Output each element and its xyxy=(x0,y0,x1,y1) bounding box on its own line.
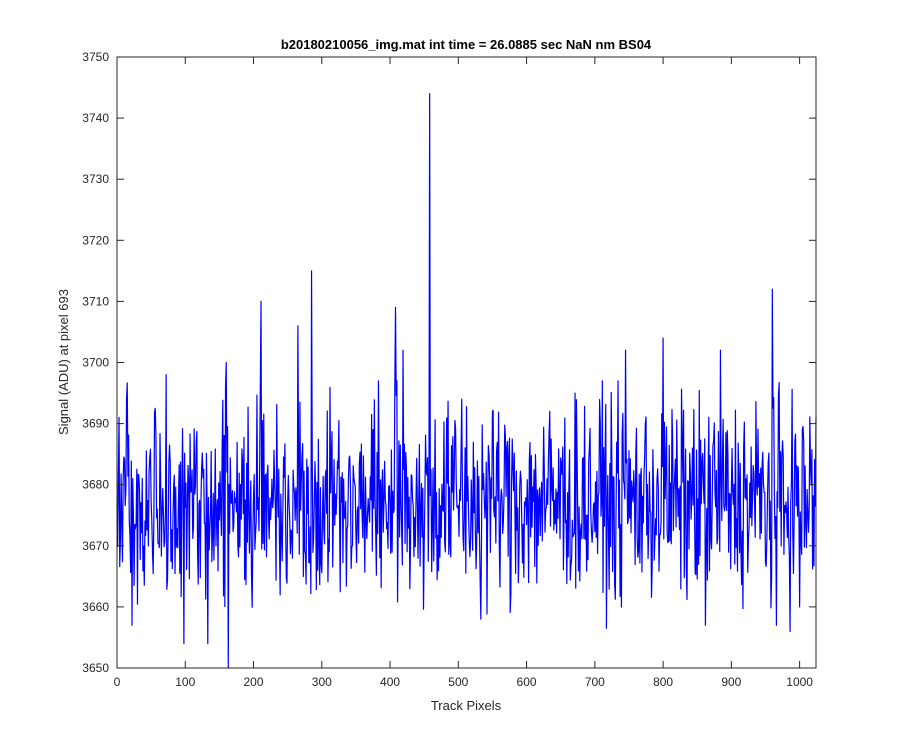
x-tick-label: 0 xyxy=(114,675,121,689)
x-tick-label: 200 xyxy=(244,675,264,689)
x-axis-label: Track Pixels xyxy=(431,698,502,713)
series-layer xyxy=(117,93,817,669)
y-tick-label: 3690 xyxy=(82,417,109,431)
x-tick-label: 600 xyxy=(517,675,537,689)
x-tick-label: 500 xyxy=(448,675,468,689)
chart-title: b20180210056_img.mat int time = 26.0885 … xyxy=(281,37,652,52)
y-tick-label: 3650 xyxy=(82,661,109,675)
x-tick-label: 800 xyxy=(653,675,673,689)
x-tick-label: 1000 xyxy=(786,675,813,689)
y-tick-label: 3720 xyxy=(82,233,109,247)
y-tick-label: 3670 xyxy=(82,539,109,553)
y-tick-label: 3700 xyxy=(82,356,109,370)
y-tick-label: 3730 xyxy=(82,172,109,186)
x-tick-label: 900 xyxy=(721,675,741,689)
signal-series-line xyxy=(117,93,817,669)
x-tick-label: 300 xyxy=(312,675,332,689)
y-axis-ticks: 3650 3660 3670 3680 3690 3700 3710 3720 3730 3740… xyxy=(82,50,816,675)
x-tick-label: 700 xyxy=(585,675,605,689)
x-axis-ticks: 0 100 200 300 400 500 600 700 800 900 1000 xyxy=(114,57,813,689)
plot-area xyxy=(117,57,816,668)
y-tick-label: 3740 xyxy=(82,111,109,125)
y-tick-label: 3680 xyxy=(82,478,109,492)
x-tick-label: 100 xyxy=(175,675,195,689)
y-tick-label: 3660 xyxy=(82,600,109,614)
y-tick-label: 3750 xyxy=(82,50,109,64)
x-tick-label: 400 xyxy=(380,675,400,689)
y-tick-label: 3710 xyxy=(82,294,109,308)
y-axis-label: Signal (ADU) at pixel 693 xyxy=(56,289,71,435)
